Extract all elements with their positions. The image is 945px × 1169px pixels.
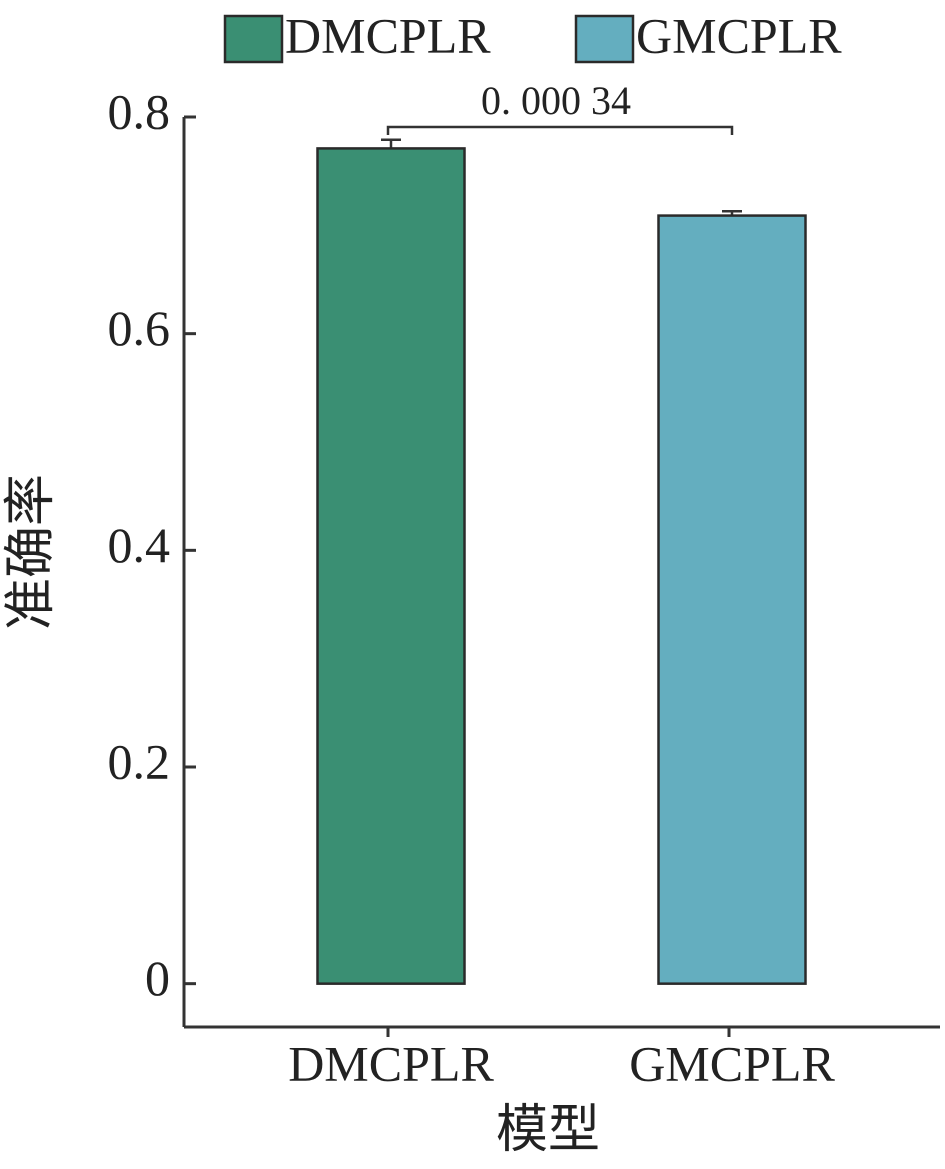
y-tick-label: 0.8 bbox=[108, 83, 171, 139]
y-tick-label: 0.2 bbox=[108, 733, 171, 789]
x-tick-label: DMCPLR bbox=[288, 1035, 494, 1091]
legend-label: DMCPLR bbox=[285, 7, 491, 63]
x-tick-label: GMCPLR bbox=[629, 1035, 835, 1091]
y-tick-label: 0.6 bbox=[108, 300, 171, 356]
bar bbox=[316, 147, 466, 985]
x-axis-label: 模型 bbox=[496, 1102, 600, 1159]
y-axis-label: 准确率 bbox=[3, 474, 60, 630]
legend-swatch bbox=[574, 14, 635, 64]
y-tick-label: 0 bbox=[145, 950, 170, 1006]
significance-bracket bbox=[386, 125, 734, 135]
legend-swatch bbox=[223, 14, 284, 64]
legend-label: GMCPLR bbox=[636, 7, 842, 63]
bar bbox=[657, 214, 807, 985]
annotation: 0. 000 34 bbox=[481, 78, 631, 123]
y-tick-label: 0.4 bbox=[108, 517, 171, 573]
